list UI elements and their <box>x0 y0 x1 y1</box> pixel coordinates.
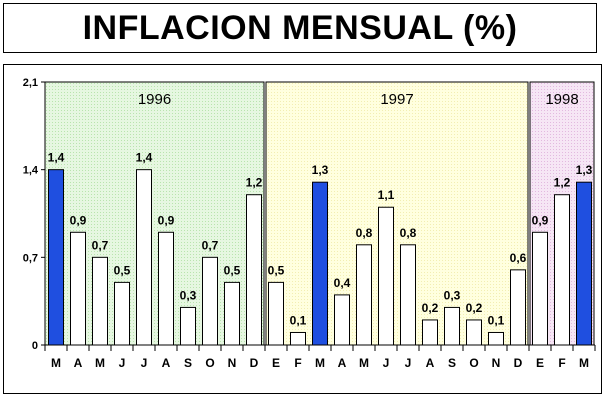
data-label: 0,2 <box>422 301 439 315</box>
x-tick-label: O <box>469 356 478 370</box>
chart-frame: 0 0,7 1,4 2,1 1996 1997 1998 1,4 M 0,9 A 0,7 M 0,5 J 1… <box>3 64 602 394</box>
bar-1997-8 <box>422 319 438 346</box>
data-label: 0,9 <box>70 213 87 227</box>
data-label: 0,6 <box>510 251 527 265</box>
bar-1997-11 <box>488 331 504 346</box>
x-tick-label: A <box>338 356 347 370</box>
x-tick-label: J <box>141 356 148 370</box>
data-label: 0,7 <box>202 238 219 252</box>
data-label: 0,1 <box>488 313 505 327</box>
x-tick-label: E <box>536 356 544 370</box>
y-tick-label: 1,4 <box>23 165 39 177</box>
chart-title: INFLACION MENSUAL (%) <box>82 8 518 47</box>
bar-1996-5 <box>136 169 152 346</box>
inflation-bar-chart: 0 0,7 1,4 2,1 1996 1997 1998 1,4 M 0,9 A 0,7 M 0,5 J 1… <box>23 77 596 370</box>
year-label-1996: 1996 <box>138 91 171 108</box>
x-tick-label: D <box>250 356 259 370</box>
y-tick-label: 0 <box>32 340 38 352</box>
data-label: 0,8 <box>400 226 417 240</box>
bar-1996-2 <box>70 231 86 346</box>
year-label-1998: 1998 <box>545 91 578 108</box>
bar-1996-1 <box>48 169 64 346</box>
x-tick-label: M <box>51 356 61 370</box>
x-tick-label: F <box>294 356 301 370</box>
x-tick-label: S <box>448 356 456 370</box>
bar-1997-9 <box>444 306 460 346</box>
x-tick-label: J <box>119 356 126 370</box>
x-tick-label: N <box>492 356 501 370</box>
bar-1996-10 <box>246 194 262 346</box>
data-label: 1,2 <box>246 176 263 190</box>
bar-1997-2 <box>290 331 306 346</box>
data-label: 1,1 <box>378 188 395 202</box>
x-tick-label: A <box>162 356 171 370</box>
data-label: 0,9 <box>158 213 175 227</box>
data-label: 0,5 <box>114 263 131 277</box>
bar-1996-9 <box>224 281 240 346</box>
y-tick-label: 0,7 <box>23 252 38 264</box>
data-label: 0,2 <box>466 301 483 315</box>
data-label: 0,7 <box>92 238 109 252</box>
bar-1997-5 <box>356 244 372 346</box>
x-tick-label: M <box>315 356 325 370</box>
x-tick-label: A <box>74 356 83 370</box>
x-tick-label: M <box>359 356 369 370</box>
data-label: 1,4 <box>48 151 65 165</box>
bar-1997-4 <box>334 294 350 346</box>
x-tick-label: M <box>95 356 105 370</box>
year-label-1997: 1997 <box>380 91 413 108</box>
x-tick-label: S <box>184 356 192 370</box>
bar-1998-2 <box>554 194 570 346</box>
bar-1997-7 <box>400 244 416 346</box>
data-label: 0,1 <box>290 313 307 327</box>
y-tick-label: 2,1 <box>23 77 38 89</box>
bar-1998-3 <box>576 181 592 346</box>
bar-1996-4 <box>114 281 130 346</box>
x-tick-label: J <box>405 356 412 370</box>
bar-1997-10 <box>466 319 482 346</box>
data-label: 0,3 <box>180 288 197 302</box>
data-label: 0,4 <box>334 276 351 290</box>
bar-1998-1 <box>532 231 548 346</box>
bar-1997-1 <box>268 281 284 346</box>
x-tick-label: O <box>205 356 214 370</box>
x-tick-label: N <box>228 356 237 370</box>
data-label: 1,2 <box>554 176 571 190</box>
bar-1997-12 <box>510 269 526 346</box>
chart-title-box: INFLACION MENSUAL (%) <box>3 3 597 53</box>
bar-1996-8 <box>202 256 218 346</box>
bar-1996-7 <box>180 306 196 346</box>
x-tick-label: A <box>426 356 435 370</box>
bar-1997-3 <box>312 181 328 346</box>
data-label: 0,5 <box>268 263 285 277</box>
bar-1996-3 <box>92 256 108 346</box>
x-tick-label: F <box>558 356 565 370</box>
x-tick-label: D <box>514 356 523 370</box>
data-label: 0,5 <box>224 263 241 277</box>
x-tick-label: J <box>383 356 390 370</box>
bar-1996-6 <box>158 231 174 346</box>
data-label: 0,3 <box>444 288 461 302</box>
x-tick-label: E <box>272 356 280 370</box>
data-label: 1,4 <box>136 151 153 165</box>
data-label: 1,3 <box>576 163 593 177</box>
data-label: 1,3 <box>312 163 329 177</box>
x-tick-label: M <box>579 356 589 370</box>
data-label: 0,9 <box>532 213 549 227</box>
year-panel-1997 <box>265 81 529 346</box>
bar-1997-6 <box>378 206 394 346</box>
data-label: 0,8 <box>356 226 373 240</box>
